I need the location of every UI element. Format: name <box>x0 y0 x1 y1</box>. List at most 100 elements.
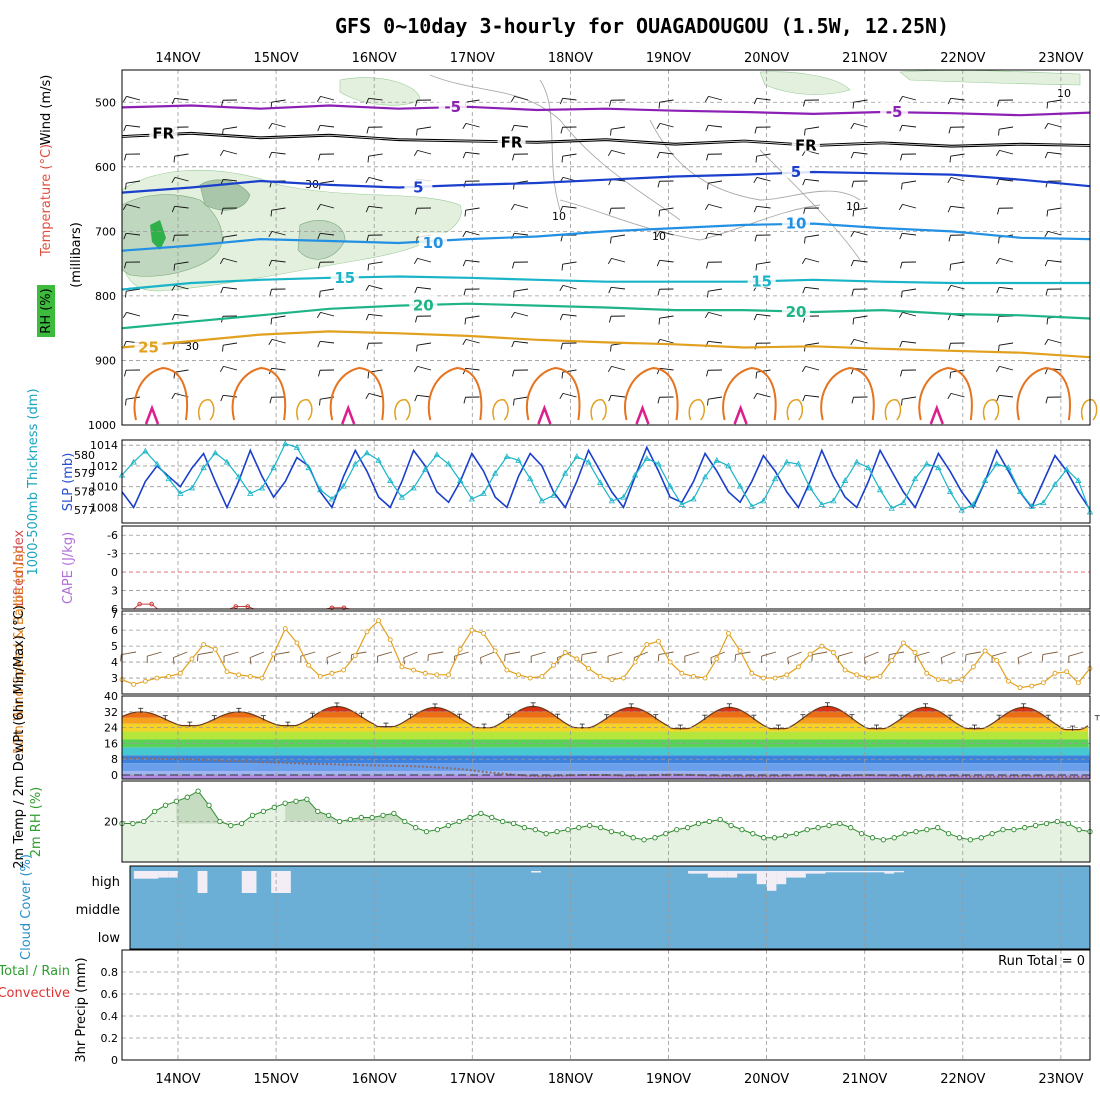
wind-barb <box>514 288 529 292</box>
wind-barb <box>940 657 943 665</box>
pressure-tick-label: 1000 <box>88 419 116 432</box>
wind-barb <box>950 284 965 290</box>
panel-cape-lifted-index: -6 -3 0 3 6 <box>107 525 1091 616</box>
temp-tick-label: 32 <box>104 706 118 719</box>
wind-barb <box>864 657 866 665</box>
thickness-marker <box>900 499 907 506</box>
rh-marker <box>913 828 919 835</box>
cloud-level-label: high <box>92 875 120 890</box>
temp-tick-label: 40 <box>104 690 118 703</box>
rh-marker <box>717 816 723 823</box>
rh-marker <box>445 822 451 829</box>
wind-speed-marker <box>364 629 370 635</box>
rh-marker <box>1076 826 1082 833</box>
wind-barb <box>995 258 1000 265</box>
rh-marker <box>130 820 136 827</box>
rh-marker <box>978 835 984 841</box>
wind-barb <box>271 367 286 371</box>
wind-barb <box>997 100 1000 107</box>
wind-barb <box>174 97 189 101</box>
wind-barb <box>659 230 674 236</box>
wind-barb <box>465 151 480 155</box>
wind-barb <box>514 311 529 317</box>
wind-barb <box>1047 122 1062 128</box>
wind-barb <box>948 235 951 242</box>
cloud-gap <box>786 871 806 878</box>
rh-marker <box>500 818 506 825</box>
wind-barb <box>803 208 806 215</box>
date-label-bottom: 15NOV <box>254 1072 299 1087</box>
wind-barb <box>864 651 879 659</box>
rh-marker <box>510 820 517 827</box>
slp-tick-label: 1008 <box>90 501 118 514</box>
rh-marker <box>750 831 756 837</box>
wind-speed-marker <box>282 626 288 632</box>
wind-barb <box>465 259 480 263</box>
wind-barb <box>173 651 188 659</box>
wind-barb <box>122 312 127 319</box>
thickness-marker <box>713 456 720 463</box>
rh-2m-axis-label: 2m RH (%) <box>29 787 44 858</box>
rh-marker <box>369 814 375 821</box>
wind-barb <box>326 651 341 659</box>
wind-barb <box>941 651 956 659</box>
lifted-index-line <box>229 606 254 610</box>
rh-contour-label: 10 <box>1057 87 1071 100</box>
cloud-gap <box>825 871 885 873</box>
thickness-marker <box>1075 477 1082 483</box>
rh-marker <box>413 824 419 831</box>
rh-marker <box>434 826 441 833</box>
wind-barb <box>368 392 383 398</box>
wind-speed-marker <box>691 673 696 679</box>
wind-barb <box>850 123 855 130</box>
isotherm-loop <box>1016 366 1071 421</box>
isotherm-line <box>121 132 1091 147</box>
rh-marker <box>1065 820 1071 827</box>
thickness-marker <box>573 453 581 459</box>
wind-barb <box>413 150 418 157</box>
wind-barb <box>902 232 917 236</box>
wind-barb <box>580 654 583 662</box>
wind-barb <box>802 287 806 294</box>
thickness-marker <box>806 484 814 491</box>
wind-barb <box>853 99 868 103</box>
rh-marker <box>924 826 930 833</box>
wind-speed-marker <box>387 637 393 643</box>
wind-speed-marker <box>959 677 965 683</box>
wind-speed-marker <box>795 664 801 670</box>
temp-band <box>122 717 1090 724</box>
panel-frame <box>129 865 1091 950</box>
chart-title: GFS 0~10day 3-hourly for OUAGADOUGOU (1.… <box>335 14 949 38</box>
thickness-marker <box>515 456 522 463</box>
wind-barb <box>998 237 1000 244</box>
temperature-axis-label: Temperature (°C) <box>39 144 54 257</box>
wind-barb <box>514 340 529 344</box>
rh-marker <box>217 818 223 825</box>
wind-barb <box>850 339 855 346</box>
wind-barb <box>756 176 771 182</box>
slp-axis-label: SLP (mb) <box>61 453 76 512</box>
wind-barb <box>1046 102 1049 109</box>
date-label-bottom: 22NOV <box>940 1072 985 1087</box>
wind-speed-marker <box>1040 680 1046 686</box>
rh-contour <box>429 74 681 221</box>
wind-barb <box>950 205 965 209</box>
rh-marker <box>989 831 995 837</box>
thickness-axis-label: 1000-500mb Thickness (dm) <box>26 388 41 575</box>
wind-barb <box>684 651 700 657</box>
li-tick-label: -6 <box>107 529 118 542</box>
wind-barb <box>123 233 127 240</box>
wind-barb <box>950 261 965 265</box>
wind-barb <box>197 651 213 656</box>
wind-barb <box>851 397 854 404</box>
wind-barb <box>366 127 369 134</box>
isotherm-line <box>121 222 1091 252</box>
isotherm-loop <box>526 366 581 421</box>
wind-barb <box>949 156 952 163</box>
rh-marker <box>935 824 941 831</box>
wind-barb <box>949 264 952 271</box>
rh-shade-region <box>150 220 166 250</box>
wind-barb <box>805 286 820 290</box>
wind-barb <box>755 264 758 271</box>
thickness-marker <box>398 493 406 500</box>
